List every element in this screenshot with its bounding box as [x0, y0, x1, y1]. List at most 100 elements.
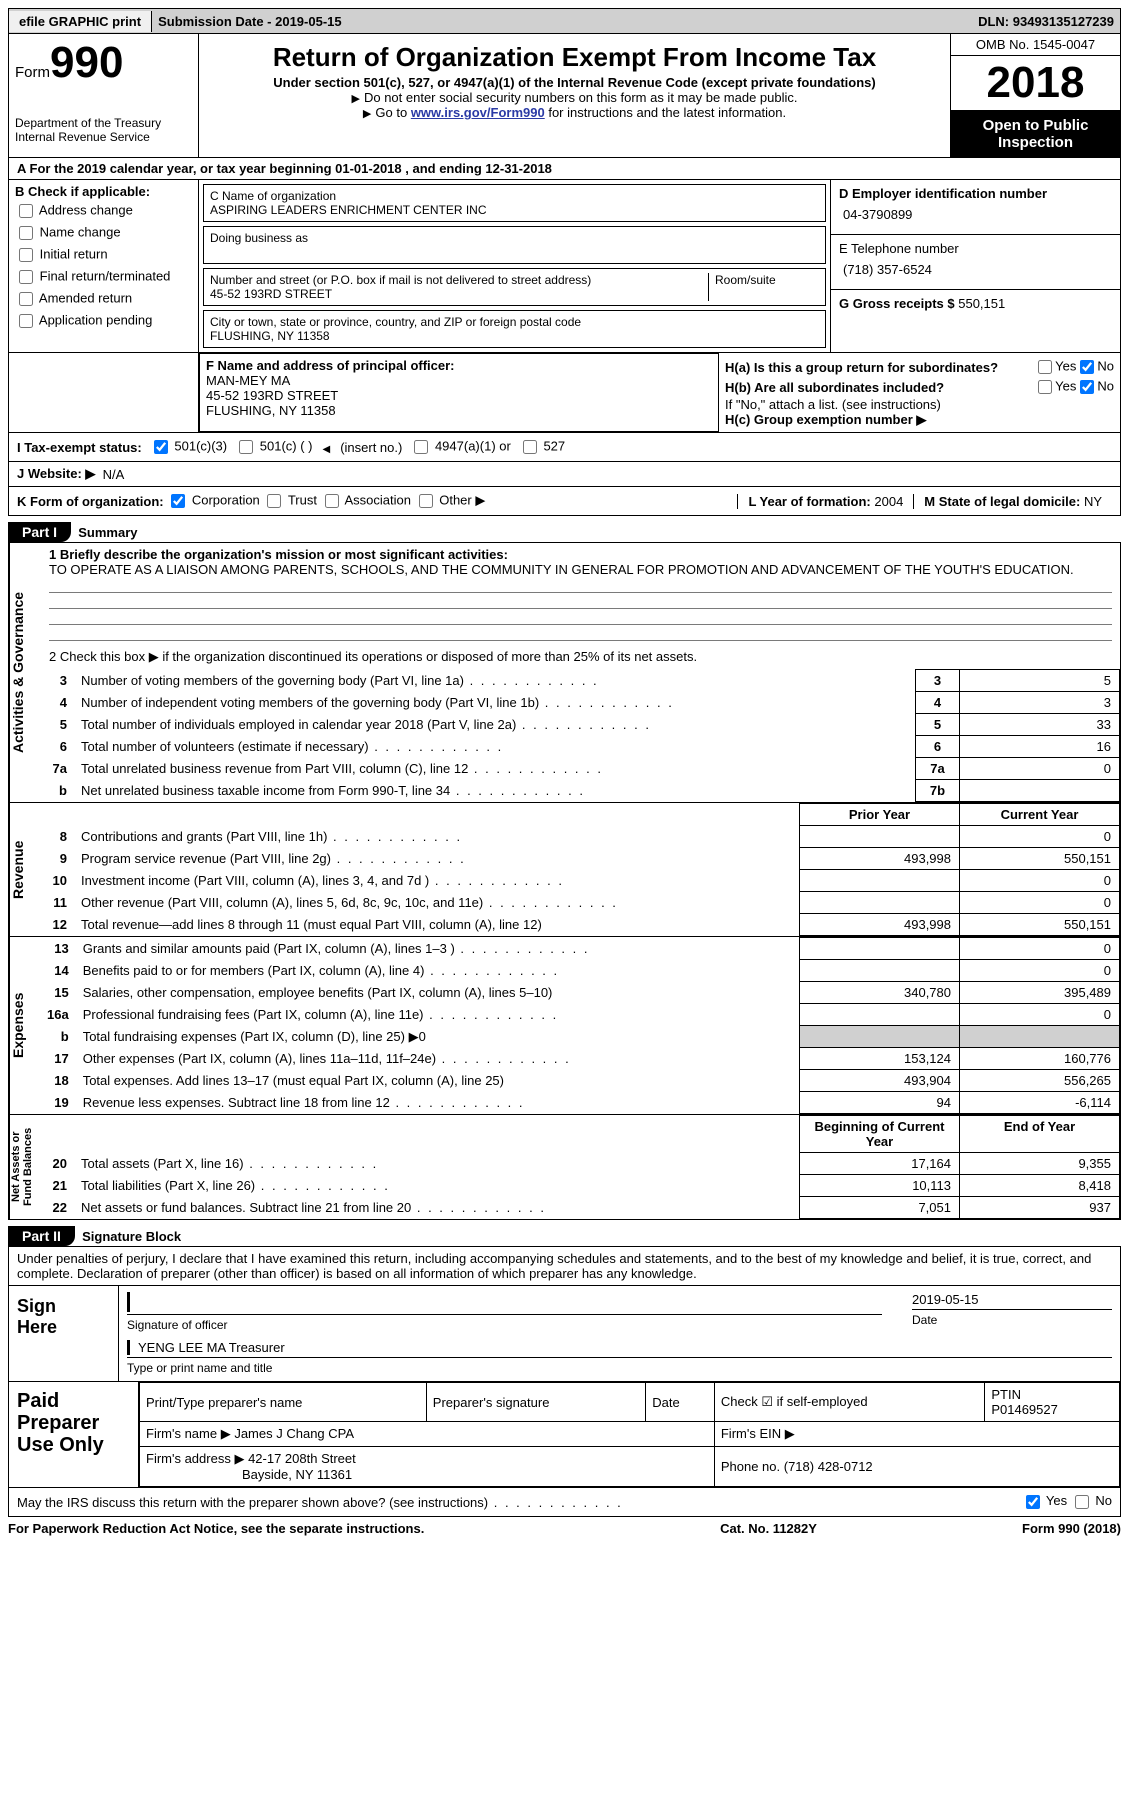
chk-address-change[interactable]: Address change [15, 201, 192, 221]
top-bar: efile GRAPHIC print Submission Date - 20… [8, 8, 1121, 34]
tax-year-range: A For the 2019 calendar year, or tax yea… [8, 158, 1121, 180]
preparer-sig-hdr: Preparer's signature [426, 1383, 646, 1422]
ein-cell: D Employer identification number 04-3790… [831, 180, 1120, 235]
table-row: bTotal fundraising expenses (Part IX, co… [41, 1026, 1120, 1048]
line1-label: 1 Briefly describe the organization's mi… [49, 547, 508, 562]
table-row: 12Total revenue—add lines 8 through 11 (… [41, 914, 1120, 936]
telephone-cell: E Telephone number (718) 357-6524 [831, 235, 1120, 290]
date-label: Date [912, 1309, 1112, 1327]
chk-final-return[interactable]: Final return/terminated [15, 267, 192, 287]
tax-year: 2018 [951, 56, 1120, 111]
self-employed-hdr: Check ☑ if self-employed [714, 1383, 984, 1422]
table-row: 6Total number of volunteers (estimate if… [41, 736, 1120, 758]
dba-cell: Doing business as [203, 226, 826, 264]
table-row: 16aProfessional fundraising fees (Part I… [41, 1004, 1120, 1026]
gross-receipts-cell: G Gross receipts $ 550,151 [831, 290, 1120, 317]
principal-officer-cell: F Name and address of principal officer:… [199, 353, 719, 432]
tax-exempt-status-row: I Tax-exempt status: 501(c)(3) 501(c) ( … [8, 433, 1121, 462]
note-ssn: Do not enter social security numbers on … [207, 90, 942, 105]
table-row: 21Total liabilities (Part X, line 26)10,… [41, 1175, 1120, 1197]
k-org-row: K Form of organization: Corporation Trus… [8, 487, 1121, 516]
address-cell: Number and street (or P.O. box if mail i… [203, 268, 826, 306]
table-row: 5Total number of individuals employed in… [41, 714, 1120, 736]
vlabel-net-assets: Net Assets or Fund Balances [9, 1115, 41, 1219]
part1-header: Part I Summary [8, 522, 1121, 543]
chk-name-change[interactable]: Name change [15, 223, 192, 243]
section-fh: F Name and address of principal officer:… [8, 353, 1121, 433]
year-formation: L Year of formation: 2004 [737, 494, 913, 509]
officer-name: YENG LEE MA Treasurer [138, 1340, 1112, 1355]
sig-officer-label: Signature of officer [127, 1314, 882, 1332]
chk-trust[interactable]: Trust [263, 491, 317, 511]
net-assets-table: Beginning of Current YearEnd of Year 20T… [41, 1115, 1120, 1219]
discuss-yes[interactable]: Yes [1022, 1493, 1068, 1508]
ha-yes[interactable]: Yes [1034, 357, 1076, 377]
table-row: 13Grants and similar amounts paid (Part … [41, 938, 1120, 960]
sign-date: 2019-05-15 [912, 1292, 1112, 1307]
pra-notice: For Paperwork Reduction Act Notice, see … [8, 1521, 515, 1536]
discuss-row: May the IRS discuss this return with the… [9, 1487, 1120, 1516]
vlabel-expenses: Expenses [9, 937, 41, 1114]
table-row: 8Contributions and grants (Part VIII, li… [41, 826, 1120, 848]
section-bcd: B Check if applicable: Address change Na… [8, 180, 1121, 353]
table-row: 19Revenue less expenses. Subtract line 1… [41, 1092, 1120, 1114]
table-row: 7aTotal unrelated business revenue from … [41, 758, 1120, 780]
expenses-section: Expenses 13Grants and similar amounts pa… [8, 937, 1121, 1115]
line2-checkbox: 2 Check this box ▶ if the organization d… [41, 645, 1120, 669]
table-row: 15Salaries, other compensation, employee… [41, 982, 1120, 1004]
chk-other[interactable]: Other ▶ [415, 491, 486, 511]
irs-link[interactable]: www.irs.gov/Form990 [411, 105, 545, 120]
cat-number: Cat. No. 11282Y [515, 1521, 1022, 1536]
ptin-cell: PTINP01469527 [985, 1383, 1120, 1422]
state-domicile: M State of legal domicile: NY [913, 494, 1112, 509]
table-row: 22Net assets or fund balances. Subtract … [41, 1197, 1120, 1219]
table-row: bNet unrelated business taxable income f… [41, 780, 1120, 802]
paid-preparer-label: Paid Preparer Use Only [9, 1382, 139, 1487]
table-row: 11Other revenue (Part VIII, column (A), … [41, 892, 1120, 914]
chk-527[interactable]: 527 [519, 437, 565, 457]
website-row: J Website: ▶ N/A [8, 462, 1121, 487]
ha-no[interactable]: No [1076, 357, 1114, 377]
activities-governance-section: Activities & Governance 1 Briefly descri… [8, 543, 1121, 803]
chk-assoc[interactable]: Association [321, 491, 411, 511]
efile-print-button[interactable]: efile GRAPHIC print [9, 11, 152, 32]
preparer-name-hdr: Print/Type preparer's name [140, 1383, 427, 1422]
vlabel-revenue: Revenue [9, 803, 41, 936]
chk-501c3[interactable]: 501(c)(3) [150, 437, 227, 457]
city-cell: City or town, state or province, country… [203, 310, 826, 348]
phone-cell: Phone no. (718) 428-0712 [714, 1447, 1119, 1487]
revenue-section: Revenue Prior YearCurrent Year 8Contribu… [8, 803, 1121, 937]
signature-block: Under penalties of perjury, I declare th… [8, 1247, 1121, 1517]
form-title: Return of Organization Exempt From Incom… [207, 42, 942, 73]
chk-amended-return[interactable]: Amended return [15, 289, 192, 309]
chk-corp[interactable]: Corporation [167, 491, 260, 511]
chk-4947a1[interactable]: 4947(a)(1) or [410, 437, 511, 457]
gov-lines-table: 3Number of voting members of the governi… [41, 669, 1120, 802]
vlabel-governance: Activities & Governance [9, 543, 41, 802]
dln-label: DLN: 93493135127239 [978, 14, 1120, 29]
sign-here-label: Sign Here [9, 1286, 119, 1381]
expenses-table: 13Grants and similar amounts paid (Part … [41, 937, 1120, 1114]
net-assets-section: Net Assets or Fund Balances Beginning of… [8, 1115, 1121, 1220]
firm-addr-cell: Firm's address ▶ 42-17 208th Street Bays… [140, 1447, 715, 1487]
chk-501c[interactable]: 501(c) ( ) [235, 437, 312, 457]
table-row: 4Number of independent voting members of… [41, 692, 1120, 714]
hb-yes[interactable]: Yes [1034, 377, 1076, 397]
chk-application-pending[interactable]: Application pending [15, 311, 192, 331]
org-name-cell: C Name of organization ASPIRING LEADERS … [203, 184, 826, 222]
submission-date: Submission Date - 2019-05-15 [152, 14, 342, 29]
form-id: Form 990 (2018) [1022, 1521, 1121, 1536]
table-row: 14Benefits paid to or for members (Part … [41, 960, 1120, 982]
part2-header: Part II Signature Block [8, 1226, 1121, 1247]
discuss-no[interactable]: No [1071, 1493, 1112, 1508]
form-header: Form990 Department of the Treasury Inter… [8, 34, 1121, 158]
section-h: H(a) Is this a group return for subordin… [719, 353, 1120, 432]
chk-initial-return[interactable]: Initial return [15, 245, 192, 265]
form-number: Form990 [15, 38, 192, 88]
paid-preparer-block: Paid Preparer Use Only Print/Type prepar… [9, 1381, 1120, 1487]
table-row: 17Other expenses (Part IX, column (A), l… [41, 1048, 1120, 1070]
firm-ein-cell: Firm's EIN ▶ [714, 1422, 1119, 1447]
page-footer: For Paperwork Reduction Act Notice, see … [8, 1521, 1121, 1536]
hb-no[interactable]: No [1076, 377, 1114, 397]
name-title-label: Type or print name and title [127, 1357, 1112, 1375]
